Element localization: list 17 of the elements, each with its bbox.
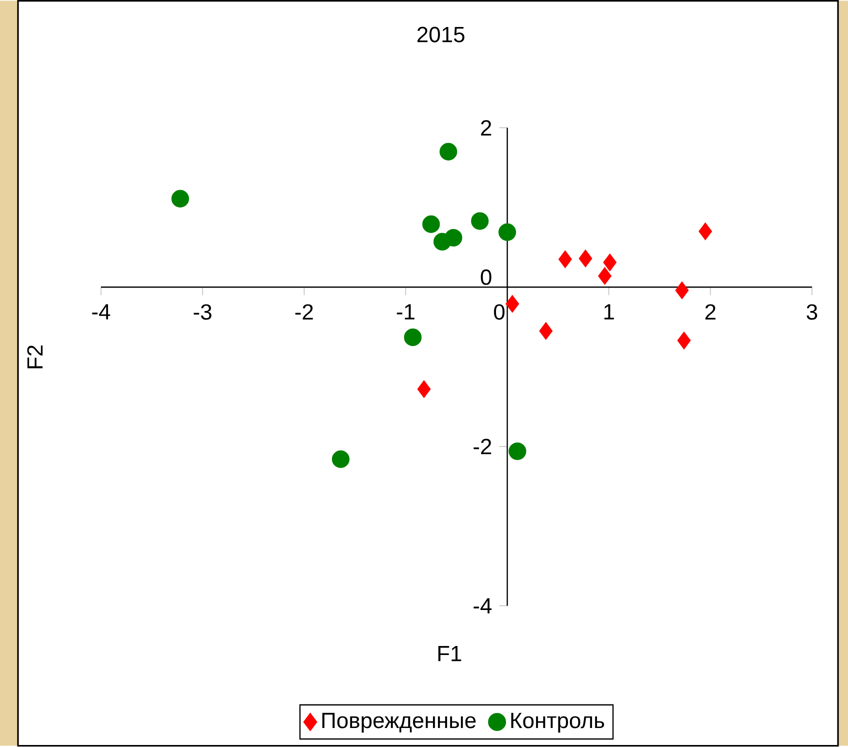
x-tick-label: 3: [806, 304, 818, 320]
chart-title: 2015: [417, 26, 464, 43]
legend-label: Контроль: [511, 713, 604, 733]
x-tick-label: 0: [494, 304, 505, 320]
x-tick-label: -2: [295, 304, 313, 320]
legend-label: Поврежденные: [322, 713, 476, 733]
x-axis-title: F1: [438, 646, 462, 662]
y-tick-label: -4: [474, 598, 492, 614]
x-tick-label: 2: [705, 304, 716, 320]
y-axis-title: F2: [27, 346, 43, 368]
x-tick-label: -3: [194, 304, 212, 320]
x-tick-label: -4: [92, 304, 110, 320]
x-tick-label: -1: [396, 304, 414, 320]
y-tick-label: 0: [480, 270, 492, 286]
y-tick-label: 2: [481, 120, 492, 136]
x-tick-label: 1: [604, 304, 614, 320]
y-tick-label: -2: [474, 439, 492, 454]
